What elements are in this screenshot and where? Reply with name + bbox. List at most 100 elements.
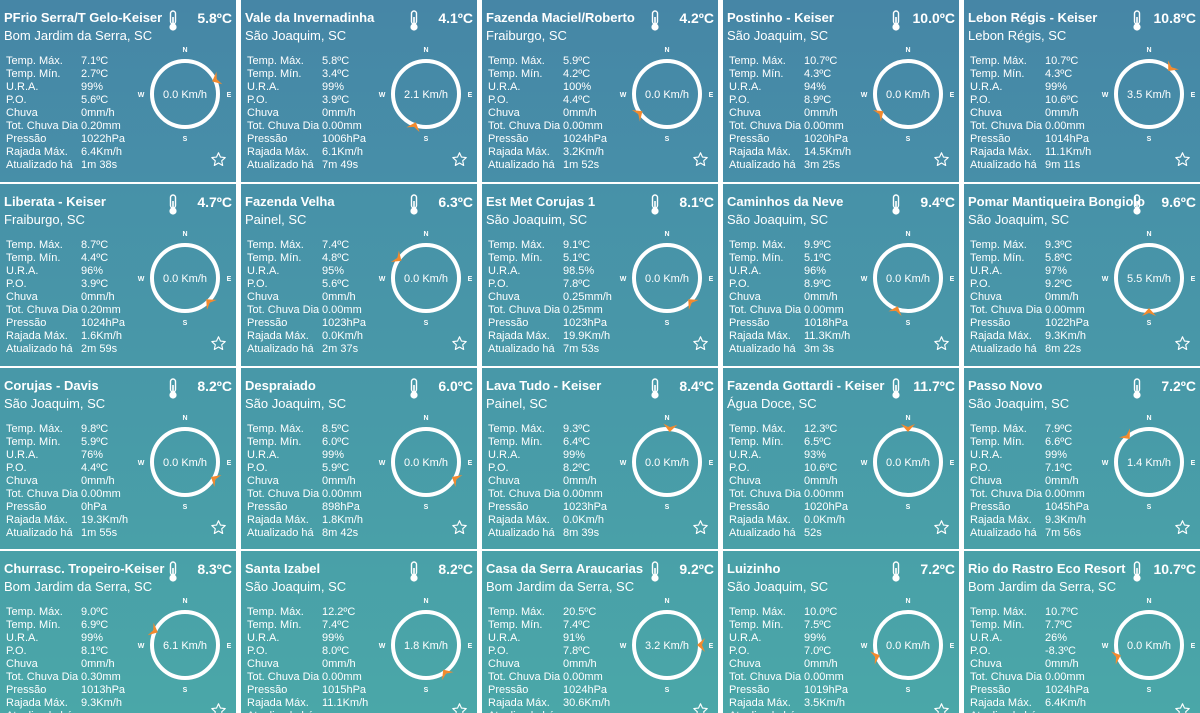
compass-letter-n: N xyxy=(1146,47,1151,54)
label-po: P.O. xyxy=(729,462,750,474)
value-atualizado: 9m 11s xyxy=(1045,159,1081,171)
favorite-star-icon[interactable] xyxy=(692,151,709,168)
station-card[interactable]: Fazenda Velha Painel, SC 6.3ºC Temp. Máx. Te… xyxy=(241,184,477,366)
station-card[interactable]: Casa da Serra Araucarias Bom Jardim da Se… xyxy=(482,551,718,713)
station-city: Bom Jardim da Serra, SC xyxy=(4,579,153,594)
favorite-star-icon[interactable] xyxy=(1174,151,1191,168)
label-pressao: Pressão xyxy=(970,684,1011,696)
compass-letter-w: W xyxy=(138,460,145,467)
station-card[interactable]: Vale da Invernadinha São Joaquim, SC 4.1ºC… xyxy=(241,0,477,182)
value-rajada: 1.6Km/h xyxy=(81,330,122,342)
station-card[interactable]: Rio do Rastro Eco Resort Bom Jardim da Se… xyxy=(964,551,1200,713)
value-rajada: 3.5Km/h xyxy=(804,697,845,709)
station-card[interactable]: Churrasc. Tropeiro-Keiser Bom Jardim da S… xyxy=(0,551,236,713)
compass-ring xyxy=(150,243,220,313)
station-name: Santa Izabel xyxy=(245,561,321,576)
label-ura: U.R.A. xyxy=(970,81,1003,93)
compass-letter-e: E xyxy=(950,460,955,467)
favorite-star-icon[interactable] xyxy=(210,151,227,168)
wind-direction-arrow xyxy=(888,306,902,317)
label-tot: Tot. Chuva Dia xyxy=(729,671,802,683)
label-pressao: Pressão xyxy=(488,501,529,513)
favorite-star-icon[interactable] xyxy=(933,335,950,352)
station-card[interactable]: Liberata - Keiser Fraiburgo, SC 4.7ºC Temp.… xyxy=(0,184,236,366)
station-city: Fraiburgo, SC xyxy=(486,28,567,43)
value-chuva: 0mm/h xyxy=(322,475,356,487)
metric-values: 8.7ºC 4.4ºC 96% 3.9ºC 0mm/h 0.20mm 1024hPa 1.6K… xyxy=(81,239,125,356)
station-name: Churrasc. Tropeiro-Keiser xyxy=(4,561,165,576)
thermometer-icon xyxy=(648,378,662,400)
favorite-star-icon[interactable] xyxy=(1174,335,1191,352)
favorite-star-icon[interactable] xyxy=(933,702,950,713)
label-atualizado: Atualizado há xyxy=(729,159,796,171)
wind-compass: N S E W 0.0 Km/h xyxy=(858,44,958,144)
favorite-star-icon[interactable] xyxy=(451,151,468,168)
favorite-star-icon[interactable] xyxy=(451,519,468,536)
wind-compass: N S E W 0.0 Km/h xyxy=(376,412,476,512)
metric-values: 9.1ºC 5.1ºC 98.5% 7.8ºC 0.25mm/h 0.25mm 1023hP… xyxy=(563,239,612,356)
value-ura: 91% xyxy=(563,632,586,644)
thermometer-icon xyxy=(1130,194,1144,216)
value-rajada: 6.4Km/h xyxy=(81,146,122,158)
label-rajada: Rajada Máx. xyxy=(6,697,68,709)
label-rajada: Rajada Máx. xyxy=(970,514,1032,526)
metric-labels: Temp. Máx. Temp. Mín. U.R.A. P.O. Chuva Tot. … xyxy=(729,55,801,172)
station-city: Bom Jardim da Serra, SC xyxy=(968,579,1117,594)
compass-letter-w: W xyxy=(379,460,386,467)
value-pressao: 0hPa xyxy=(81,501,107,513)
station-card[interactable]: Luizinho São Joaquim, SC 7.2ºC Temp. Máx. Te… xyxy=(723,551,959,713)
favorite-star-icon[interactable] xyxy=(692,335,709,352)
favorite-star-icon[interactable] xyxy=(1174,519,1191,536)
station-card[interactable]: Pomar Mantiqueira Bongiolo São Joaquim, S… xyxy=(964,184,1200,366)
station-card[interactable]: Caminhos da Neve São Joaquim, SC 9.4ºC Temp… xyxy=(723,184,959,366)
station-card[interactable]: Fazenda Gottardi - Keiser Água Doce, SC 11… xyxy=(723,368,959,549)
value-min: 5.8ºC xyxy=(1045,252,1073,264)
favorite-star-icon[interactable] xyxy=(933,519,950,536)
station-card[interactable]: Santa Izabel São Joaquim, SC 8.2ºC Temp. Má… xyxy=(241,551,477,713)
label-min: Temp. Mín. xyxy=(729,619,784,631)
compass-letter-e: E xyxy=(468,643,473,650)
value-ura: 94% xyxy=(804,81,827,93)
station-card[interactable]: Lebon Régis - Keiser Lebon Régis, SC 10.8º… xyxy=(964,0,1200,182)
favorite-star-icon[interactable] xyxy=(210,335,227,352)
station-card[interactable]: PFrio Serra/T Gelo-Keiser Bom Jardim da S… xyxy=(0,0,236,182)
station-card[interactable]: Corujas - Davis São Joaquim, SC 8.2ºC Temp.… xyxy=(0,368,236,549)
station-card[interactable]: Est Met Corujas 1 São Joaquim, SC 8.1ºC Tem… xyxy=(482,184,718,366)
current-temperature: 4.7ºC xyxy=(197,194,232,210)
favorite-star-icon[interactable] xyxy=(692,702,709,713)
favorite-star-icon[interactable] xyxy=(210,702,227,713)
label-po: P.O. xyxy=(488,645,509,657)
wind-compass: N S E W 0.0 Km/h xyxy=(376,228,476,328)
current-temperature: 8.2ºC xyxy=(197,378,232,394)
station-card[interactable]: Postinho - Keiser São Joaquim, SC 10.0ºC Te… xyxy=(723,0,959,182)
wind-direction-arrow xyxy=(697,638,705,652)
station-card[interactable]: Despraiado São Joaquim, SC 6.0ºC Temp. Máx.… xyxy=(241,368,477,549)
label-po: P.O. xyxy=(488,94,509,106)
label-min: Temp. Mín. xyxy=(729,68,784,80)
favorite-star-icon[interactable] xyxy=(451,702,468,713)
label-po: P.O. xyxy=(6,462,27,474)
value-po: 8.1ºC xyxy=(81,645,109,657)
station-card[interactable]: Passo Novo São Joaquim, SC 7.2ºC Temp. Máx.… xyxy=(964,368,1200,549)
favorite-star-icon[interactable] xyxy=(692,519,709,536)
compass-letter-n: N xyxy=(664,47,669,54)
value-min: 5.9ºC xyxy=(81,436,109,448)
compass-letter-e: E xyxy=(227,92,232,99)
label-chuva: Chuva xyxy=(6,107,38,119)
station-card[interactable]: Lava Tudo - Keiser Painel, SC 8.4ºC Temp. M… xyxy=(482,368,718,549)
label-tot: Tot. Chuva Dia xyxy=(6,120,79,132)
wind-speed: 1.4 Km/h xyxy=(1127,457,1171,469)
favorite-star-icon[interactable] xyxy=(1174,702,1191,713)
metric-labels: Temp. Máx. Temp. Mín. U.R.A. P.O. Chuva Tot. … xyxy=(970,239,1042,356)
label-rajada: Rajada Máx. xyxy=(247,146,309,158)
wind-compass: N S E W 5.5 Km/h xyxy=(1099,228,1199,328)
value-rajada: 3.2Km/h xyxy=(563,146,604,158)
wind-speed: 2.1 Km/h xyxy=(404,89,448,101)
favorite-star-icon[interactable] xyxy=(210,519,227,536)
favorite-star-icon[interactable] xyxy=(451,335,468,352)
compass-letter-w: W xyxy=(620,92,627,99)
favorite-star-icon[interactable] xyxy=(933,151,950,168)
station-card[interactable]: Fazenda Maciel/Roberto Fraiburgo, SC 4.2ºC… xyxy=(482,0,718,182)
station-name: Despraiado xyxy=(245,378,316,393)
metric-values: 7.1ºC 2.7ºC 99% 5.6ºC 0mm/h 0.20mm 1022hPa 6.4K… xyxy=(81,55,125,172)
